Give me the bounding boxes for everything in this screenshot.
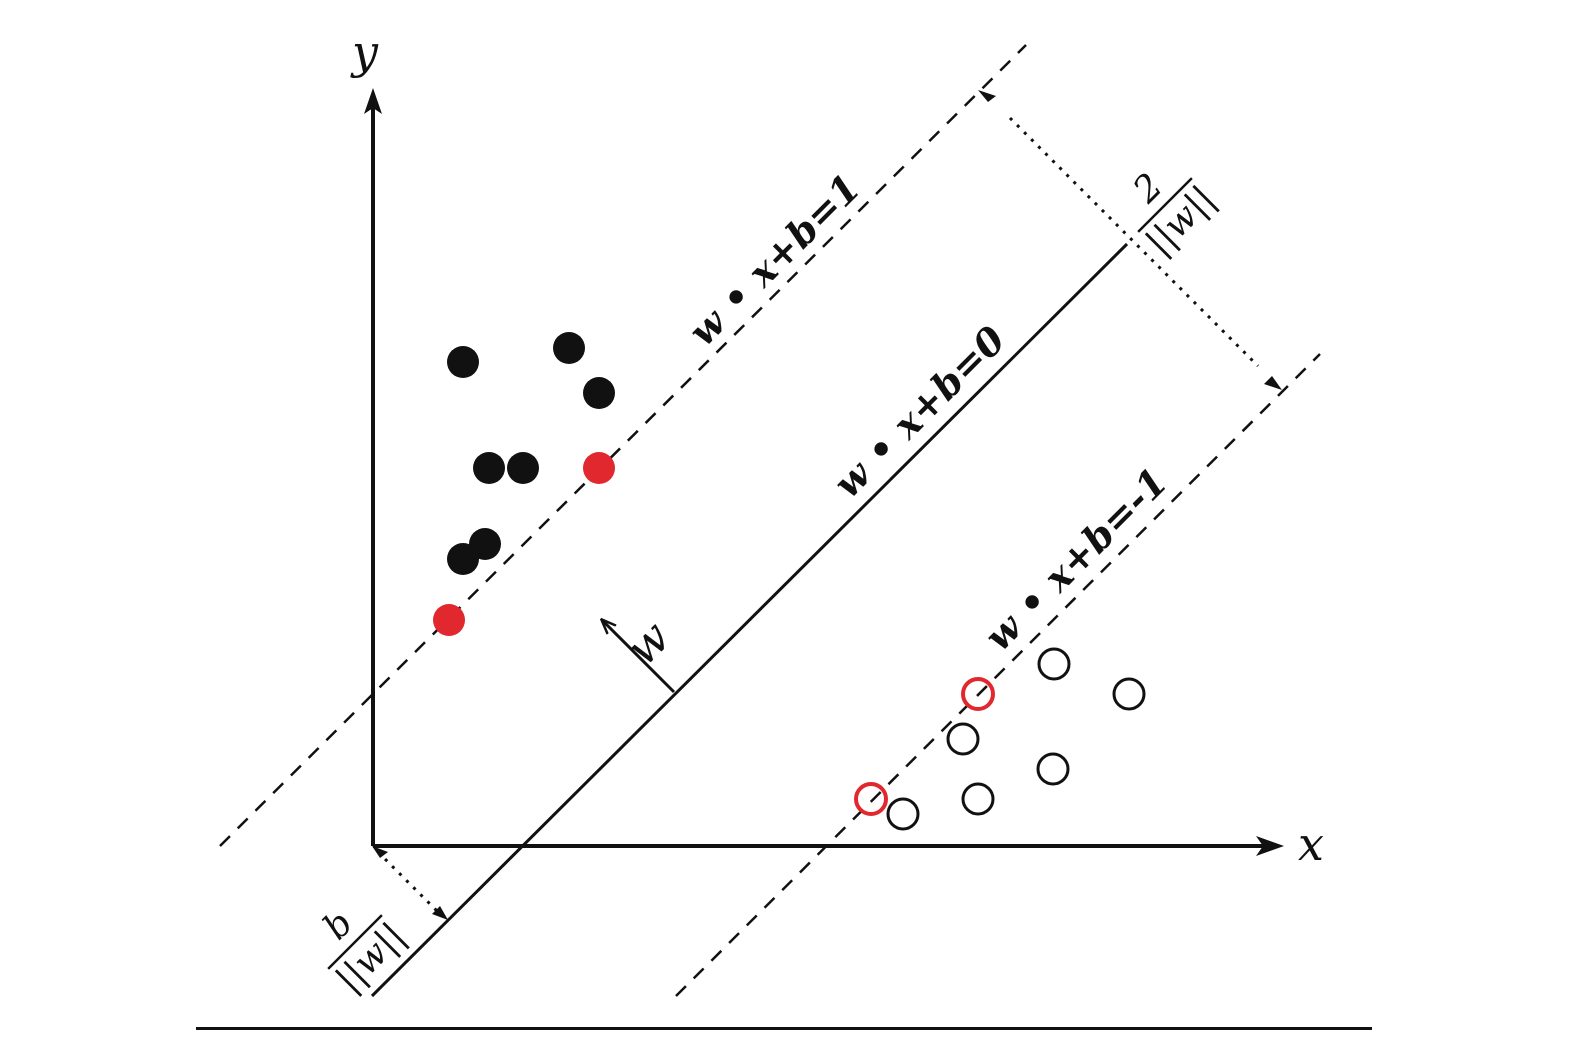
margin-fraction-bar <box>1137 177 1193 233</box>
y-axis-arrowhead <box>364 88 382 114</box>
negative-support-vectors <box>854 677 995 816</box>
negative-point <box>1036 752 1070 786</box>
offset-arrowhead-top <box>372 846 388 858</box>
positive-point <box>447 543 479 575</box>
decision-hyperplane <box>370 242 1129 998</box>
negative-point <box>961 782 995 816</box>
offset-fraction: b ||w|| <box>316 903 414 1001</box>
positive-support-vector <box>433 604 465 636</box>
normal-vector-label: w <box>615 610 681 676</box>
lower-margin-line <box>675 353 1321 997</box>
positive-point <box>583 377 615 409</box>
offset-dotted <box>376 850 442 916</box>
margin-width-arrowhead-bottom <box>1264 376 1282 390</box>
negative-support-vector <box>961 677 995 711</box>
bottom-rule <box>196 1027 1372 1030</box>
positive-support-vectors <box>433 452 615 636</box>
offset-fraction-bar <box>327 914 383 970</box>
negative-point <box>886 797 920 831</box>
negative-class-points <box>886 647 1146 831</box>
positive-point <box>473 452 505 484</box>
offset-arrowhead-bottom <box>432 906 448 920</box>
upper-margin-equation: w • x+b=1 <box>680 165 869 354</box>
positive-class-points <box>447 332 615 575</box>
normal-vector-arrow <box>602 620 676 694</box>
margin-width-arrowhead-top <box>978 90 996 102</box>
x-axis-label: x <box>1298 817 1324 871</box>
lower-margin-equation: w • x+b=-1 <box>976 459 1177 660</box>
negative-point <box>946 722 980 756</box>
margin-width-dotted <box>1008 116 1260 368</box>
positive-point <box>507 452 539 484</box>
y-axis-label: y <box>350 25 379 79</box>
x-axis-arrowhead <box>1256 836 1284 856</box>
negative-point <box>1037 647 1071 681</box>
positive-point <box>553 332 585 364</box>
negative-point <box>1112 677 1146 711</box>
positive-support-vector <box>583 452 615 484</box>
negative-support-vector <box>854 782 888 816</box>
axes: y x <box>350 25 1324 871</box>
hyperplane-equation: w • x+b=0 <box>825 317 1015 507</box>
positive-point <box>447 346 479 378</box>
